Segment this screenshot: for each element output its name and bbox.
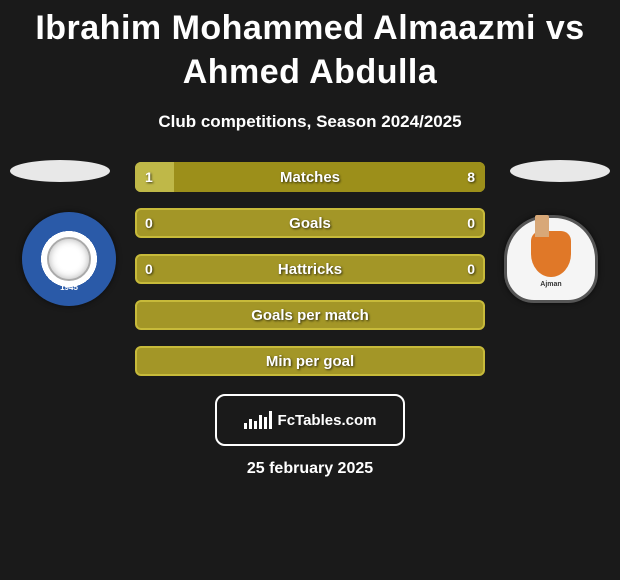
bar-label: Matches xyxy=(135,169,485,186)
stat-bar: Goals per match xyxy=(135,300,485,330)
crest-ring-icon: 1945 xyxy=(22,212,116,306)
bar-label: Goals per match xyxy=(135,307,485,324)
crest-shape-icon xyxy=(531,231,571,277)
stat-bar: Min per goal xyxy=(135,346,485,376)
site-name: FcTables.com xyxy=(278,412,377,429)
left-flag xyxy=(10,160,110,182)
left-club-year: 1945 xyxy=(60,283,78,292)
bar-value-right: 0 xyxy=(467,261,475,277)
right-club-label: Ajman xyxy=(540,281,561,288)
bar-value-right: 0 xyxy=(467,215,475,231)
crest-badge-icon: Ajman xyxy=(504,215,598,303)
bar-label: Goals xyxy=(135,215,485,232)
right-flag xyxy=(510,160,610,182)
stats-bars: Matches18Goals00Hattricks00Goals per mat… xyxy=(135,160,485,376)
bar-value-left: 0 xyxy=(145,215,153,231)
bar-value-left: 1 xyxy=(145,169,153,185)
page-title: Ibrahim Mohammed Almaazmi vs Ahmed Abdul… xyxy=(0,0,620,94)
left-club-crest: 1945 xyxy=(22,212,116,306)
right-club-crest: Ajman xyxy=(504,212,598,306)
stat-bar: Matches1 8 xyxy=(135,162,485,192)
comparison-panel: 1945 Ajman Matches18Goals00Hattricks00Go… xyxy=(0,160,620,376)
tower-icon xyxy=(535,215,549,237)
stat-bar: Hattricks0 0 xyxy=(135,254,485,284)
bar-value-right: 8 xyxy=(467,169,475,185)
stat-bar: Goals0 0 xyxy=(135,208,485,238)
bar-value-left: 0 xyxy=(145,261,153,277)
site-badge: FcTables.com xyxy=(215,394,405,446)
football-icon xyxy=(47,237,91,281)
bar-label: Min per goal xyxy=(135,353,485,370)
page-subtitle: Club competitions, Season 2024/2025 xyxy=(0,112,620,132)
bar-chart-icon xyxy=(244,411,272,429)
date-label: 25 february 2025 xyxy=(0,460,620,478)
bar-label: Hattricks xyxy=(135,261,485,278)
